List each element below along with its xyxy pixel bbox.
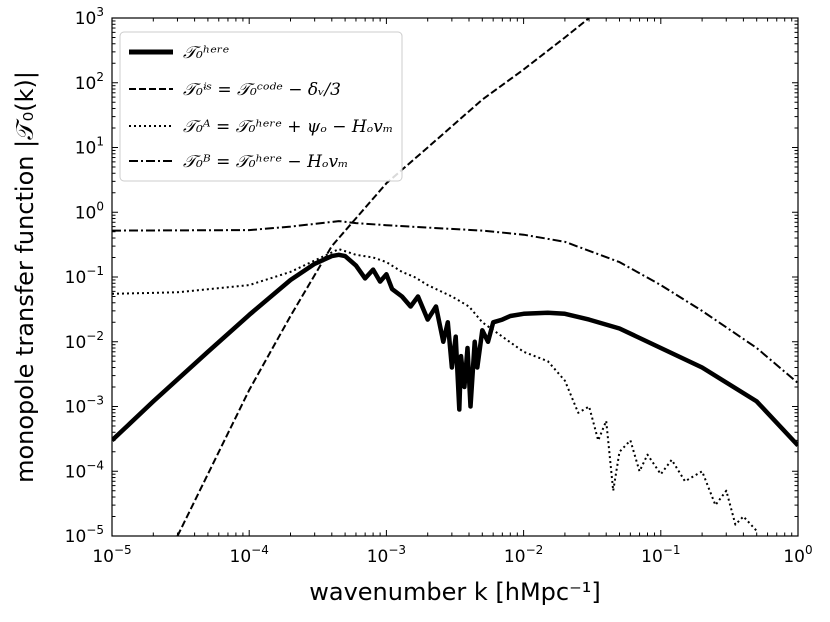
y-tick-label: 10−2 [65,329,104,353]
y-tick-label: 10−4 [65,458,104,482]
series-line-dashdot [112,220,798,384]
series-line-solid [112,252,798,448]
series-line-dashed [176,18,590,536]
x-tick-label: 10−1 [641,543,680,567]
y-tick-label: 10−1 [65,264,104,288]
series-layer [112,18,798,536]
plot-frame [111,17,799,537]
y-tick-label: 10−5 [65,523,104,547]
legend-label-zs: 𝒯₀ᶤˢ = 𝒯₀ᶜᵒᵈᵉ − δᵥ/3 [183,80,341,100]
y-tick-label: 10−3 [65,394,104,418]
series-line-dotted [112,248,758,532]
y-tick-label: 101 [75,135,104,159]
x-tick-label: 10−2 [504,543,543,567]
legend: 𝒯₀ʰᵉʳᵉ 𝒯₀ᶤˢ = 𝒯₀ᶜᵒᵈᵉ − δᵥ/3 𝒯₀ᴬ = 𝒯₀ʰᵉʳᵉ… [119,31,403,182]
x-tick-labels: 10−5 10−4 10−3 10−2 10−1 100 [92,543,812,567]
x-axis-label: wavenumber k [hMpc⁻¹] [309,578,601,606]
x-tick-label: 100 [783,543,812,567]
legend-label-a: 𝒯₀ᴬ = 𝒯₀ʰᵉʳᵉ + ψₒ − Hₒvₘ [183,117,393,137]
y-tick-labels: 10−5 10−4 10−3 10−2 10−1 100 101 102 103 [65,5,104,547]
y-tick-label: 102 [75,70,104,94]
y-tick-label: 103 [75,5,104,29]
x-tick-label: 10−4 [230,543,269,567]
legend-label-here: 𝒯₀ʰᵉʳᵉ [183,43,229,63]
x-tick-label: 10−5 [92,543,131,567]
legend-label-b: 𝒯₀ᴮ = 𝒯₀ʰᵉʳᵉ − Hₒvₘ [183,152,348,172]
legend-box [119,31,403,182]
y-axis-label: monopole transfer function |𝒯₀(k)| [11,71,39,483]
y-tick-label: 100 [75,199,104,223]
x-tick-label: 10−3 [367,543,406,567]
